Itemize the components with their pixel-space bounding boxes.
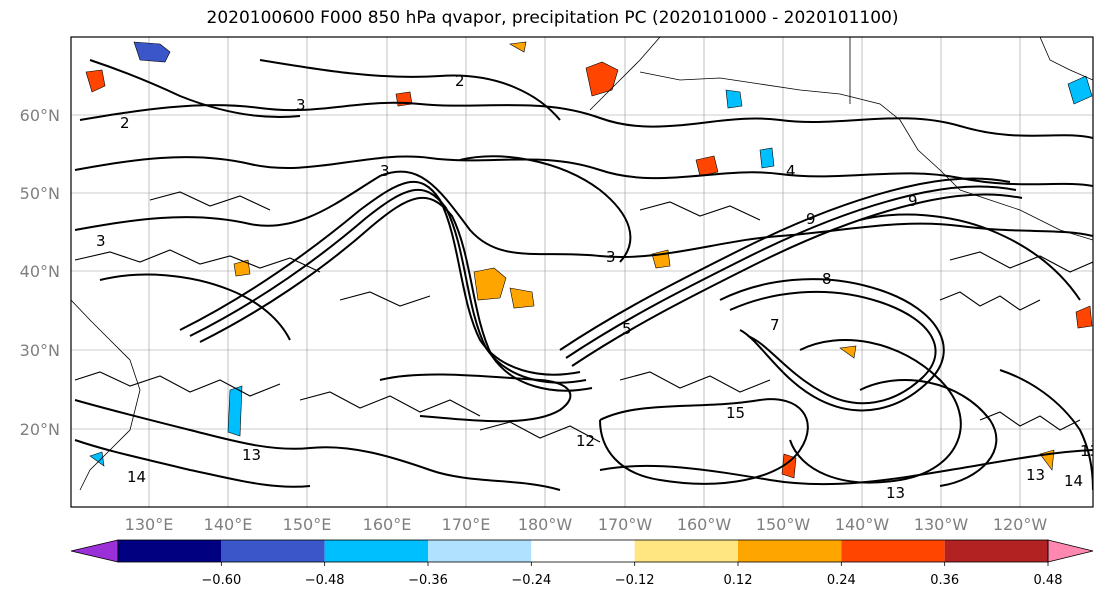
colorbar-tick-label: 0.12 [724,573,753,588]
colorbar-swatch [841,540,945,562]
contour-label: 2 [455,72,465,90]
colorbar-extend-min [70,539,119,563]
map-frame [70,36,1094,508]
latitude-tick-labels: 60°N 50°N 40°N 30°N 20°N [20,106,60,439]
colorbar-extend-max [1047,539,1094,563]
colorbar-tick-label: 0.48 [1034,573,1063,588]
qvapor-contours [74,59,1093,491]
colorbar-tick-label: −0.48 [305,573,345,588]
colorbar-swatch [221,540,325,562]
lon-tick-label: 130°E [125,515,174,534]
contour-label: 14 [127,468,146,486]
colorbar-tick-labels: −0.60 −0.48 −0.36 −0.24 −0.12 0.12 0.24 0.36 0.4… [201,562,1063,588]
lon-tick-label: 170°W [598,515,653,534]
colorbar-swatch [324,540,428,562]
colorbar-tick-label: −0.60 [201,573,241,588]
colorbar-swatch [738,540,842,562]
lat-tick-label: 40°N [20,262,60,281]
colorbar-outline [117,539,1049,563]
lat-tick-label: 60°N [20,106,60,125]
lon-tick-label: 130°W [914,515,969,534]
contour-label: 12 [576,432,595,450]
map-title: 2020100600 F000 850 hPa qvapor, precipit… [206,8,899,28]
lon-tick-label: 160°E [363,515,412,534]
lon-tick-label: 150°E [283,515,332,534]
longitude-tick-labels: 130°E 140°E 150°E 160°E 170°E 180°W 170°W 160°W… [125,515,1048,534]
contour-label: 3 [606,248,616,266]
contour-labels: 2 3 2 3 4 3 3 5 7 8 9 9 13 14 13 15 12 13 14 13 [96,72,1099,502]
lon-tick-label: 170°E [442,515,491,534]
contour-label: 3 [380,162,390,180]
lon-tick-label: 160°W [677,515,732,534]
colorbar-swatch [944,540,1048,562]
contour-label: 15 [726,404,745,422]
contour-label: 2 [120,114,130,132]
contour-label: 4 [786,162,796,180]
lat-tick-label: 30°N [20,341,60,360]
contour-label: 9 [908,192,918,210]
colorbar-tick-label: −0.36 [408,573,448,588]
coastlines [71,37,1093,491]
colorbar-tick-label: 0.24 [827,573,856,588]
map-gridlines [71,37,1093,507]
contour-label: 14 [1064,472,1083,490]
contour-label: 9 [806,210,816,228]
contour-label: 13 [886,484,905,502]
contour-label: 7 [770,316,780,334]
contour-label: 5 [622,320,632,338]
colorbar [70,539,1094,563]
contour-label: 13 [242,446,261,464]
colorbar-tick-label: −0.24 [511,573,551,588]
lon-tick-label: 120°W [993,515,1048,534]
lon-tick-label: 150°W [756,515,811,534]
colorbar-tick-label: −0.12 [615,573,655,588]
qvapor-minor-contours [74,191,1093,443]
contour-label: 3 [96,232,106,250]
colorbar-swatch [118,540,222,562]
colorbar-tick-label: 0.36 [930,573,959,588]
colorbar-swatch [428,540,532,562]
contour-label: 3 [296,96,306,114]
contour-label: 8 [822,270,832,288]
lon-tick-label: 140°E [204,515,253,534]
contour-label: 13 [1026,466,1045,484]
lon-tick-label: 180°W [518,515,573,534]
lon-tick-label: 140°W [835,515,890,534]
colorbar-swatch [634,540,738,562]
lat-tick-label: 20°N [20,420,60,439]
precip-anomaly-patches [85,41,1093,479]
colorbar-swatch [531,540,635,562]
contour-label: 13 [1080,442,1099,460]
lat-tick-label: 50°N [20,184,60,203]
